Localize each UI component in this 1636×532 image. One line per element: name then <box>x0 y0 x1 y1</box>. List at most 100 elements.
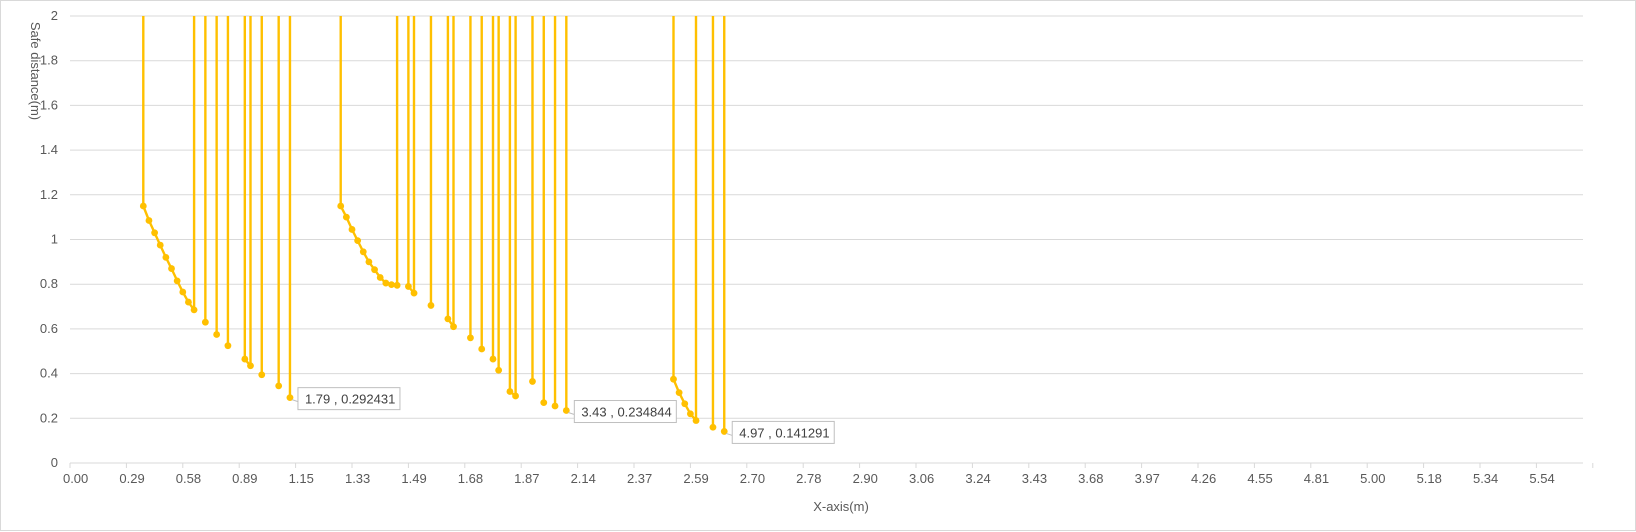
x-tick-label: 4.55 <box>1247 471 1272 486</box>
x-tick-label: 3.24 <box>965 471 990 486</box>
series-segment <box>142 16 196 312</box>
y-tick-label: 1.4 <box>40 142 58 157</box>
series-segment <box>407 16 416 295</box>
x-tick-label: 2.14 <box>571 471 596 486</box>
data-callout: 1.79 , 0.292431 <box>291 387 401 411</box>
data-point <box>687 410 694 418</box>
series-segment <box>508 16 517 398</box>
series-segment <box>672 16 698 422</box>
x-tick-label: 4.81 <box>1304 471 1329 486</box>
x-tick-label: 4.26 <box>1191 471 1216 486</box>
data-point <box>506 388 514 395</box>
callout-leader <box>568 412 575 415</box>
data-point <box>562 407 570 414</box>
x-tick-label: 3.06 <box>909 471 934 486</box>
series-safe-distance <box>142 16 726 432</box>
data-point <box>359 248 367 256</box>
callout-label: 4.97 , 0.141291 <box>739 425 829 440</box>
axes <box>69 462 1594 468</box>
y-tick-label: 0.6 <box>40 321 58 336</box>
y-tick-labels: 0 0.2 0.4 0.6 0.8 1 1.2 1.4 1.6 1.8 2 <box>40 8 58 470</box>
callout-label: 1.79 , 0.292431 <box>305 392 395 407</box>
y-tick-label: 0.2 <box>40 410 58 425</box>
data-callout: 3.43 , 0.234844 <box>568 400 677 424</box>
series-segment <box>243 16 252 367</box>
callout-box <box>573 400 677 424</box>
data-point <box>410 289 418 297</box>
data-point <box>286 394 294 402</box>
x-tick-label: 3.68 <box>1078 471 1103 486</box>
data-point <box>551 402 559 410</box>
data-point <box>450 323 457 331</box>
data-callouts: 1.79 , 0.292431 3.43 , 0.234844 4.97 , 0.1… <box>291 387 835 444</box>
x-tick-label: 0.58 <box>176 471 201 486</box>
data-point <box>670 375 677 383</box>
data-point <box>382 279 390 287</box>
data-point <box>444 315 452 323</box>
data-point <box>529 378 536 385</box>
x-tick-label: 2.37 <box>627 471 652 486</box>
x-tick-label: 0.89 <box>232 471 257 486</box>
data-point <box>258 371 266 379</box>
data-point <box>692 417 700 424</box>
data-point <box>224 342 232 350</box>
data-point <box>139 202 147 210</box>
x-axis-title: X-axis(m) <box>813 499 869 514</box>
x-tick-label: 2.78 <box>796 471 821 486</box>
data-point <box>427 302 435 309</box>
x-tick-label: 5.18 <box>1417 471 1442 486</box>
data-point <box>388 281 395 289</box>
data-point <box>371 266 378 274</box>
y-axis-title: Safe distance(m) <box>28 22 43 120</box>
data-point <box>365 258 373 266</box>
x-tick-label: 2.70 <box>740 471 765 486</box>
x-tick-label: 3.43 <box>1022 471 1047 486</box>
callout-leader <box>726 432 733 436</box>
data-point <box>342 213 350 221</box>
y-tick-label: 1 <box>51 232 58 247</box>
x-tick-label: 1.68 <box>458 471 483 486</box>
data-point <box>405 283 412 290</box>
data-point <box>156 241 164 249</box>
data-point <box>681 400 689 408</box>
data-point <box>348 226 356 233</box>
x-tick-label: 1.15 <box>289 471 314 486</box>
x-tick-label: 5.00 <box>1360 471 1385 486</box>
gridlines <box>70 15 1583 419</box>
callout-box <box>731 420 835 444</box>
data-point <box>168 265 175 272</box>
data-point <box>190 306 198 314</box>
data-point <box>179 288 187 296</box>
x-tick-label: 1.33 <box>345 471 370 486</box>
x-tick-label: 2.59 <box>683 471 708 486</box>
callout-box <box>297 387 401 411</box>
data-point <box>393 281 401 289</box>
data-point <box>275 382 283 390</box>
x-tick-label: 3.97 <box>1135 471 1160 486</box>
data-callout: 4.97 , 0.141291 <box>726 420 835 444</box>
y-tick-label: 0.8 <box>40 276 58 291</box>
data-point <box>337 202 345 210</box>
x-tick-label: 2.90 <box>853 471 878 486</box>
data-point <box>185 298 192 306</box>
callout-label: 3.43 , 0.234844 <box>581 405 671 420</box>
data-point <box>376 274 384 281</box>
data-point <box>247 362 254 370</box>
series-segment <box>446 16 455 328</box>
data-point <box>213 331 221 338</box>
data-point <box>145 217 153 224</box>
data-point <box>173 277 181 285</box>
data-point <box>478 345 486 353</box>
data-point <box>201 318 209 326</box>
data-point <box>540 399 548 407</box>
y-tick-label: 2 <box>51 8 58 23</box>
data-point <box>467 334 474 342</box>
data-point <box>354 237 362 245</box>
series-segment <box>339 16 399 287</box>
y-tick-label: 1.8 <box>40 53 58 68</box>
data-point <box>489 355 497 363</box>
data-point <box>162 253 170 261</box>
data-point <box>675 389 683 396</box>
x-tick-label: 1.49 <box>401 471 426 486</box>
